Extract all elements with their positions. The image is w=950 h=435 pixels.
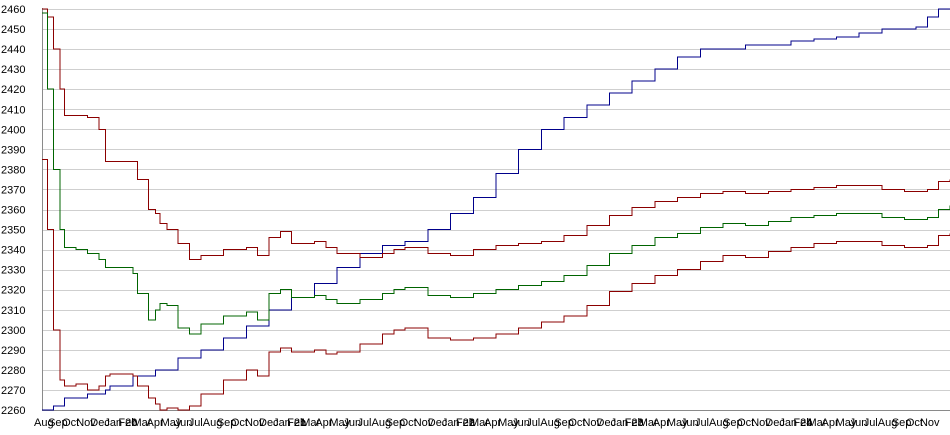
grid-lines bbox=[42, 9, 950, 411]
x-tick-label: Nov bbox=[414, 417, 434, 429]
x-tick-label: Sep bbox=[217, 417, 237, 429]
x-tick-label: Aug bbox=[540, 417, 560, 429]
y-tick-label: 2370 bbox=[1, 184, 25, 196]
x-tick-label: Jul bbox=[695, 417, 709, 429]
x-tick-label: Dec bbox=[90, 417, 110, 429]
x-tick-label: Oct bbox=[62, 417, 79, 429]
x-tick-label: May bbox=[329, 417, 350, 429]
x-tick-label: Nov bbox=[920, 417, 940, 429]
series-line-2 bbox=[42, 8, 950, 261]
x-tick-label: Jun bbox=[175, 417, 193, 429]
series-line-3 bbox=[42, 12, 950, 335]
x-tick-label: Apr bbox=[822, 417, 839, 429]
y-tick-label: 2410 bbox=[1, 104, 25, 116]
y-tick-label: 2300 bbox=[1, 325, 25, 337]
x-tick-label: Sep bbox=[892, 417, 912, 429]
x-tick-label: Jan 23 bbox=[611, 417, 644, 429]
x-tick-label: Aug bbox=[203, 417, 223, 429]
y-tick-label: 2460 bbox=[1, 4, 25, 16]
x-tick-label: Oct bbox=[400, 417, 417, 429]
x-tick-label: Oct bbox=[906, 417, 923, 429]
x-tick-label: Jun bbox=[681, 417, 699, 429]
x-tick-label: Sep bbox=[48, 417, 68, 429]
x-tick-label: Aug bbox=[372, 417, 392, 429]
x-tick-label: Jul bbox=[864, 417, 878, 429]
x-tick-label: May bbox=[836, 417, 857, 429]
y-tick-label: 2260 bbox=[1, 405, 25, 417]
x-tick-label: May bbox=[498, 417, 519, 429]
y-tick-label: 2360 bbox=[1, 205, 25, 217]
x-tick-label: Jun bbox=[343, 417, 361, 429]
x-tick-label: Apr bbox=[147, 417, 164, 429]
y-tick-label: 2430 bbox=[1, 64, 25, 76]
x-tick-label: Sep bbox=[723, 417, 743, 429]
x-tick-label: Dec bbox=[765, 417, 785, 429]
y-tick-label: 2400 bbox=[1, 124, 25, 136]
x-tick-label: Jun bbox=[512, 417, 530, 429]
x-tick-label: Feb bbox=[793, 417, 812, 429]
y-tick-label: 2280 bbox=[1, 365, 25, 377]
x-tick-label: Feb bbox=[287, 417, 306, 429]
y-tick-labels: 2260 2270 2280 2290 2300 2310 2320 2330 2340 2350… bbox=[1, 4, 25, 417]
x-tick-label: Mar bbox=[470, 417, 489, 429]
y-tick-label: 2310 bbox=[1, 305, 25, 317]
y-tick-label: 2290 bbox=[1, 345, 25, 357]
x-tick-label: Jun bbox=[850, 417, 868, 429]
x-tick-label: Mar bbox=[301, 417, 320, 429]
x-tick-label: Mar bbox=[807, 417, 826, 429]
y-tick-label: 2380 bbox=[1, 164, 25, 176]
y-tick-label: 2270 bbox=[1, 385, 25, 397]
y-tick-label: 2320 bbox=[1, 285, 25, 297]
x-tick-label: Jul bbox=[526, 417, 540, 429]
axes bbox=[42, 8, 950, 411]
x-tick-label: Dec bbox=[428, 417, 448, 429]
x-tick-label: Jan 21 bbox=[273, 417, 306, 429]
x-tick-label: Nov bbox=[76, 417, 96, 429]
x-tick-label: Feb bbox=[456, 417, 475, 429]
y-tick-label: 2450 bbox=[1, 24, 25, 36]
y-tick-label: 2390 bbox=[1, 144, 25, 156]
series-line-1 bbox=[42, 8, 950, 411]
y-tick-label: 2340 bbox=[1, 245, 25, 257]
x-tick-label: Oct bbox=[568, 417, 585, 429]
series-line-4 bbox=[42, 158, 950, 411]
x-tick-label: Dec bbox=[259, 417, 279, 429]
x-tick-label: Mar bbox=[639, 417, 658, 429]
x-tick-label: May bbox=[667, 417, 688, 429]
y-tick-label: 2420 bbox=[1, 84, 25, 96]
x-tick-label: Aug bbox=[878, 417, 898, 429]
series-lines bbox=[42, 8, 950, 411]
x-tick-label: Nov bbox=[245, 417, 265, 429]
x-tick-label: Jul bbox=[357, 417, 371, 429]
x-tick-label: Aug bbox=[34, 417, 54, 429]
x-tick-label: Jan 20 bbox=[104, 417, 137, 429]
x-tick-label: Sep bbox=[554, 417, 574, 429]
x-tick-label: Jul bbox=[189, 417, 203, 429]
x-tick-label: Oct bbox=[737, 417, 754, 429]
x-tick-label: Aug bbox=[709, 417, 729, 429]
x-tick-label: Nov bbox=[582, 417, 602, 429]
x-tick-label: Apr bbox=[484, 417, 501, 429]
x-tick-label: Jan 22 bbox=[442, 417, 475, 429]
x-tick-label: Feb bbox=[625, 417, 644, 429]
x-tick-label: Apr bbox=[315, 417, 332, 429]
y-tick-label: 2440 bbox=[1, 44, 25, 56]
y-tick-label: 2330 bbox=[1, 265, 25, 277]
x-tick-label: Oct bbox=[231, 417, 248, 429]
x-tick-label: Jan 24 bbox=[779, 417, 812, 429]
x-tick-label: Dec bbox=[597, 417, 617, 429]
x-tick-label: Apr bbox=[653, 417, 670, 429]
x-tick-label: Nov bbox=[751, 417, 771, 429]
x-tick-label: Sep bbox=[386, 417, 406, 429]
x-tick-label: Mar bbox=[132, 417, 151, 429]
x-tick-label: May bbox=[161, 417, 182, 429]
y-tick-label: 2350 bbox=[1, 225, 25, 237]
x-tick-label: Feb bbox=[118, 417, 137, 429]
